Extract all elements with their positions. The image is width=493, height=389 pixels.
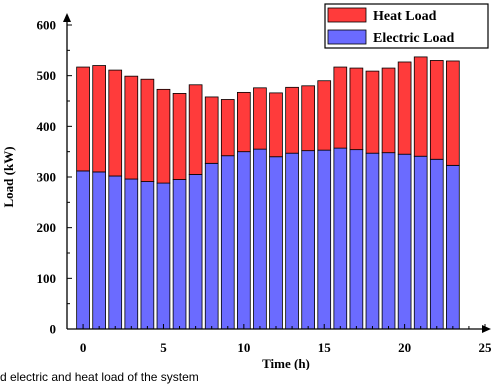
bar-heat-load-12 — [269, 92, 283, 158]
bar-heat-load-7 — [188, 84, 203, 175]
bar-heat-load-13 — [285, 86, 299, 154]
figure-caption: d electric and heat load of the system — [0, 370, 199, 384]
bars-group — [76, 56, 460, 330]
bar-electric-load-23 — [446, 164, 460, 330]
y-tick-label-600: 600 — [37, 18, 57, 33]
y-axis-title: Load (kW) — [1, 146, 16, 207]
bar-heat-load-18 — [365, 70, 380, 154]
bar-heat-load-1 — [92, 65, 106, 173]
bar-electric-load-14 — [301, 150, 315, 330]
bar-electric-load-15 — [317, 149, 332, 330]
bar-heat-load-5 — [156, 88, 171, 184]
x-tick-label-0: 0 — [80, 340, 87, 355]
bar-electric-load-17 — [349, 149, 364, 330]
x-tick-label-20: 20 — [398, 340, 411, 355]
bar-electric-load-16 — [333, 147, 348, 330]
bar-heat-load-16 — [333, 66, 348, 149]
y-tick-label-100: 100 — [37, 271, 57, 286]
bar-electric-load-9 — [220, 155, 235, 330]
bar-electric-load-2 — [108, 175, 123, 330]
bar-heat-load-4 — [140, 78, 155, 182]
bar-heat-load-20 — [397, 61, 412, 155]
bar-heat-load-0 — [76, 66, 90, 172]
bar-heat-load-21 — [413, 56, 428, 157]
bar-heat-load-8 — [204, 96, 219, 164]
y-axis-arrow — [63, 13, 71, 22]
bar-heat-load-15 — [317, 80, 332, 151]
y-tick-label-400: 400 — [37, 119, 57, 134]
legend-label-0: Heat Load — [373, 9, 437, 24]
bar-heat-load-22 — [429, 60, 444, 160]
bar-electric-load-12 — [269, 156, 283, 330]
bar-heat-load-6 — [172, 93, 187, 180]
bar-electric-load-10 — [237, 151, 251, 330]
chart: 0 100 200 300 400 500 600 0 5 10 15 20 25 Time (h) L… — [1, 3, 493, 370]
x-tick-label-25: 25 — [479, 340, 493, 355]
bar-heat-load-11 — [253, 87, 267, 150]
bar-electric-load-0 — [76, 170, 90, 330]
legend-label-1: Electric Load — [373, 31, 454, 46]
x-tick-label-10: 10 — [237, 340, 250, 355]
bar-heat-load-17 — [349, 67, 364, 151]
bar-heat-load-10 — [237, 91, 251, 153]
bar-electric-load-22 — [429, 158, 444, 330]
bar-electric-load-6 — [172, 179, 187, 330]
bar-electric-load-1 — [92, 171, 106, 330]
bar-heat-load-9 — [220, 99, 235, 157]
bar-electric-load-18 — [365, 152, 380, 330]
bar-electric-load-21 — [413, 155, 428, 330]
bar-electric-load-8 — [204, 162, 219, 330]
tick-labels-group: 0 100 200 300 400 500 600 0 5 10 15 20 25 — [37, 18, 493, 356]
legend-swatch-1 — [327, 29, 367, 45]
bar-electric-load-3 — [124, 178, 139, 330]
bar-heat-load-14 — [301, 85, 315, 152]
x-axis-arrow — [482, 325, 491, 333]
bar-electric-load-5 — [156, 182, 171, 330]
bar-electric-load-19 — [381, 152, 396, 330]
bar-electric-load-13 — [285, 152, 299, 330]
x-tick-label-5: 5 — [160, 340, 167, 355]
x-axis-title: Time (h) — [262, 356, 310, 370]
y-tick-label-300: 300 — [37, 170, 57, 185]
legend-swatch-0 — [327, 7, 367, 23]
bar-heat-load-3 — [124, 75, 139, 180]
bar-electric-load-4 — [140, 181, 155, 330]
bar-heat-load-23 — [446, 60, 460, 166]
y-tick-label-0: 0 — [50, 322, 57, 337]
y-tick-label-500: 500 — [37, 68, 57, 83]
bar-heat-load-19 — [381, 67, 396, 154]
bar-electric-load-11 — [253, 148, 267, 330]
legend: Heat Load Electric Load — [324, 3, 489, 49]
axes-group — [63, 13, 491, 333]
x-tick-label-15: 15 — [318, 340, 332, 355]
bar-heat-load-2 — [108, 69, 123, 177]
bar-electric-load-7 — [188, 174, 203, 330]
y-tick-label-200: 200 — [37, 220, 57, 235]
bar-electric-load-20 — [397, 153, 412, 330]
